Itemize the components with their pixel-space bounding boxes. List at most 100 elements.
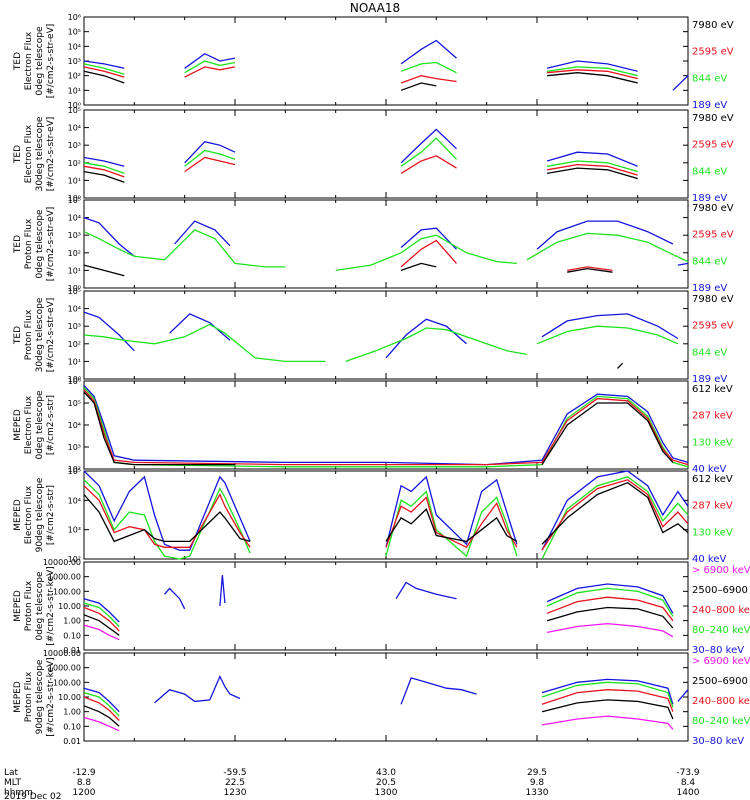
series-red-line xyxy=(184,66,236,78)
y-tick-label: 10.00 xyxy=(58,602,81,611)
series-green-line xyxy=(184,60,236,74)
series-blue-line xyxy=(395,581,457,600)
series-green-line xyxy=(547,66,638,77)
series-black-line xyxy=(617,362,624,369)
x-tick-label-mlt: 9.8 xyxy=(530,778,545,788)
series-black-line xyxy=(547,72,638,84)
series-red-line xyxy=(546,163,638,176)
series-red-line xyxy=(400,239,457,268)
legend-entry: > 6900 keV xyxy=(692,565,750,576)
legend-entry: 2595 eV xyxy=(692,140,734,151)
y-tick-label: 10³ xyxy=(68,231,81,240)
series-red-line xyxy=(83,389,689,466)
y-tick-label: 1000.00 xyxy=(48,664,81,673)
series-blue-line xyxy=(400,677,477,705)
y-tick-label: 10² xyxy=(68,72,81,81)
series-black-line xyxy=(83,614,120,636)
series-red-line xyxy=(385,496,518,549)
legend-entry: 189 eV xyxy=(692,283,727,294)
y-tick-label: 10⁰ xyxy=(68,284,81,293)
series-green-line xyxy=(400,61,457,74)
series-blue-line xyxy=(169,313,231,341)
panel-2: 10⁵ 10⁴ 10³ 10² 10¹ 10⁰ TED Electron Flux 30deg … xyxy=(13,106,734,204)
legend-entry: 240–800 keV xyxy=(692,696,750,707)
y-tick-label: 10² xyxy=(68,159,81,168)
y-tick-label: 10⁴ xyxy=(68,124,81,133)
series-blue-line xyxy=(546,583,674,614)
legend-entry: 189 eV xyxy=(692,374,727,385)
series-black-line xyxy=(83,264,125,277)
series-blue-line xyxy=(184,52,236,69)
y-tick-label: 10² xyxy=(68,465,81,474)
series-green-line xyxy=(385,490,518,558)
legend-entry: > 6900 keV xyxy=(692,656,750,667)
legend-entry: 2500–6900 xyxy=(692,585,748,596)
y-tick-label: 10⁵ xyxy=(68,399,81,408)
x-tick-label-mlt: 8.4 xyxy=(681,778,696,788)
series-green-line xyxy=(83,323,326,363)
series-blue-line xyxy=(400,39,457,65)
series-blue-line xyxy=(154,674,241,704)
series-blue-line xyxy=(546,60,638,72)
legend-entry: 2595 eV xyxy=(692,230,734,241)
series-red-line xyxy=(83,66,125,78)
series-blue-line xyxy=(219,575,226,607)
panel-6: 10⁵ 10⁴ 10³ 10² MEPED Electron Flux 90deg tele… xyxy=(13,467,733,565)
legend-entry: 287 keV xyxy=(692,501,733,512)
series-blue-line xyxy=(677,262,689,266)
series-green-line xyxy=(83,387,689,468)
series-green-line xyxy=(541,476,689,560)
series-green-line xyxy=(345,327,528,363)
legend-entry: 2595 eV xyxy=(692,47,734,58)
y-tick-label: 10⁶ xyxy=(68,377,81,386)
y-axis-label: [#/cm2-s-str] xyxy=(46,485,56,545)
y-tick-label: 10⁰ xyxy=(68,101,81,110)
legend-entry: 130 keV xyxy=(692,437,733,448)
y-axis-label: MEPED xyxy=(13,681,23,713)
series-green-line xyxy=(536,325,679,345)
y-tick-label: 0.01 xyxy=(63,646,81,655)
legend-entry: 80–240 keV xyxy=(692,716,750,727)
series-green-line xyxy=(83,162,125,175)
series-black-line xyxy=(541,481,689,545)
y-axis-label: MEPED xyxy=(13,499,23,531)
series-red-line xyxy=(400,155,457,174)
y-axis-label: TED xyxy=(13,235,23,254)
x-row-label: MLT xyxy=(4,778,22,788)
panel-4: 10⁵ 10⁴ 10³ 10² 10¹ 10⁰ TED Proton Flux 30deg te… xyxy=(13,287,734,385)
series-green-line xyxy=(83,63,125,75)
legend-entry: 40 keV xyxy=(692,464,726,475)
y-axis-label: [#/cm2-s-str-eV] xyxy=(46,298,56,373)
panel-frame xyxy=(83,290,689,380)
x-tick-label-hhmm: 1200 xyxy=(73,788,96,798)
y-tick-label: 100.00 xyxy=(53,587,81,596)
y-tick-label: 10² xyxy=(68,555,81,564)
y-tick-label: 10⁰ xyxy=(68,194,81,203)
series-green-line xyxy=(83,229,286,268)
series-black-line xyxy=(83,705,120,727)
y-tick-label: 10⁵ xyxy=(68,287,81,296)
y-tick-label: 10000.00 xyxy=(43,649,81,658)
x-tick-label-mlt: 22.5 xyxy=(225,778,245,788)
y-axis-label: [#/cm2-s-str] xyxy=(46,395,56,455)
legend-entry: 844 eV xyxy=(692,347,727,358)
y-axis-label: 90deg telescope xyxy=(35,659,45,734)
y-axis-label: TED xyxy=(13,326,23,345)
series-black-line xyxy=(83,391,235,466)
series-blue-line xyxy=(83,384,689,466)
y-tick-label: 10³ xyxy=(68,322,81,331)
y-tick-label: 1000.00 xyxy=(48,573,81,582)
chart-title: NOAA18 xyxy=(350,1,400,15)
legend-entry: 844 eV xyxy=(692,256,727,267)
series-green-line xyxy=(83,479,251,560)
x-row-label: hhmm xyxy=(4,788,33,798)
y-tick-label: 10⁴ xyxy=(68,496,81,505)
y-tick-label: 10000.00 xyxy=(43,558,81,567)
series-magenta-line xyxy=(83,624,120,641)
y-tick-label: 10¹ xyxy=(68,176,81,185)
panel-frame xyxy=(83,561,689,651)
y-tick-label: 10³ xyxy=(68,141,81,150)
y-tick-label: 10² xyxy=(68,249,81,258)
series-blue-line xyxy=(385,475,518,548)
series-black-line xyxy=(567,267,613,273)
